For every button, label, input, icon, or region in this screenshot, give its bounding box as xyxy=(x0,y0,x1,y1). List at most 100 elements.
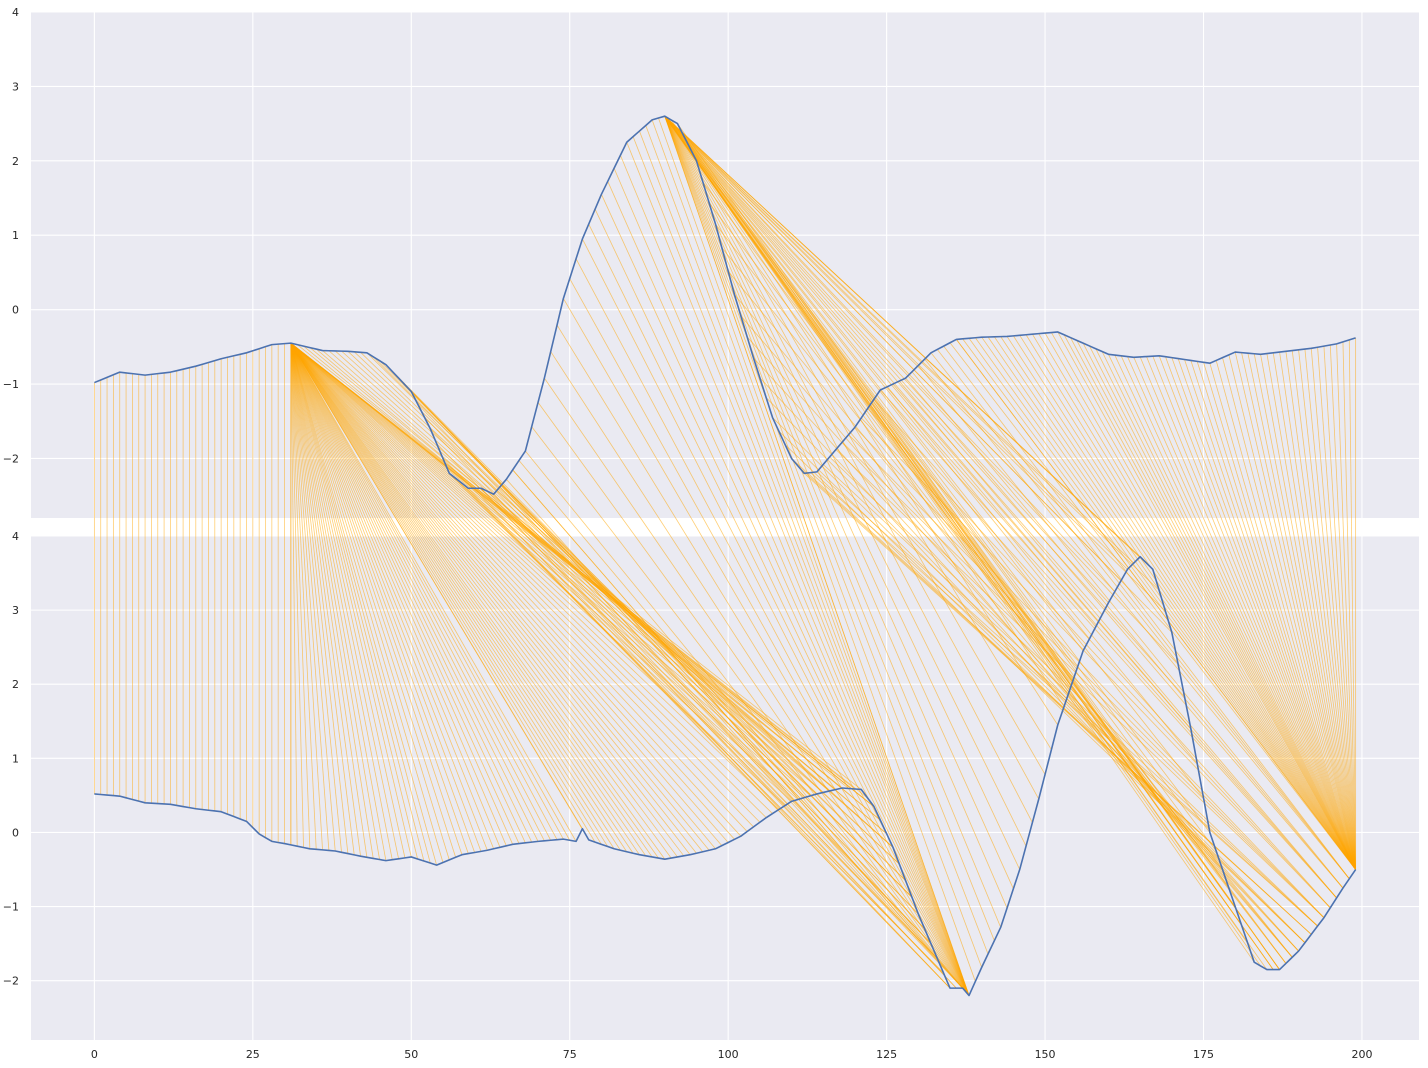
alignment-line xyxy=(664,115,1274,970)
alignment-line xyxy=(994,336,1356,870)
alignment-line xyxy=(290,342,533,843)
alignment-line xyxy=(575,258,970,996)
alignment-line xyxy=(290,342,495,849)
alignment-line xyxy=(601,194,970,996)
alignment-line xyxy=(290,343,304,848)
alignment-line xyxy=(664,115,1179,665)
alignment-line xyxy=(290,342,488,851)
alignment-line xyxy=(1209,363,1357,870)
alignment-line xyxy=(1076,340,1356,870)
alignment-line xyxy=(290,342,653,858)
alignment-line xyxy=(290,342,704,852)
alignment-line xyxy=(474,487,951,989)
alignment-line xyxy=(1234,351,1357,870)
alignment-line xyxy=(822,464,1318,927)
alignment-line xyxy=(1000,336,1356,870)
alignment-line xyxy=(664,115,1090,640)
alignment-line xyxy=(664,116,995,941)
alignment-line xyxy=(290,343,393,860)
alignment-line xyxy=(594,209,970,996)
y-tick-label: 0 xyxy=(12,304,19,317)
y-tick-label: −1 xyxy=(3,378,19,391)
alignment-line xyxy=(290,343,444,863)
alignment-line xyxy=(1336,343,1357,870)
alignment-line xyxy=(924,358,1350,880)
alignment-line xyxy=(664,115,1192,729)
alignment-line xyxy=(664,115,1097,628)
alignment-line xyxy=(1082,342,1356,870)
alignment-line xyxy=(1177,358,1356,870)
alignment-line xyxy=(290,343,419,860)
alignment-line xyxy=(290,342,767,818)
alignment-line xyxy=(1114,354,1356,870)
alignment-line xyxy=(886,386,1337,899)
alignment-line xyxy=(943,345,1350,880)
alignment-line xyxy=(290,342,647,857)
alignment-line xyxy=(487,490,957,989)
alignment-line xyxy=(1101,351,1356,870)
alignment-line xyxy=(290,342,552,841)
alignment-line xyxy=(1222,357,1357,870)
y-tick-label: 3 xyxy=(12,604,19,617)
alignment-line xyxy=(290,342,590,841)
alignment-line xyxy=(664,115,1185,697)
alignment-line xyxy=(328,350,894,848)
alignment-line xyxy=(290,342,672,859)
alignment-line xyxy=(1247,353,1357,870)
alignment-line xyxy=(664,115,1103,616)
alignment-line xyxy=(664,115,1109,603)
alignment-line xyxy=(664,115,1261,967)
alignment-line xyxy=(664,115,1128,570)
alignment-line xyxy=(290,342,837,790)
alignment-line xyxy=(772,417,1306,944)
alignment-line xyxy=(620,155,970,996)
alignment-line xyxy=(290,343,361,857)
top-panel: −2 −1 0 1 2 3 4 xyxy=(3,6,1419,518)
alignment-line xyxy=(290,343,425,862)
alignment-line xyxy=(430,428,932,944)
alignment-line xyxy=(1127,356,1356,870)
alignment-line xyxy=(753,357,1299,952)
alignment-line xyxy=(290,343,374,859)
alignment-line xyxy=(290,342,710,851)
alignment-line xyxy=(956,339,1356,870)
alignment-line xyxy=(1133,357,1356,870)
alignment-line xyxy=(1057,331,1356,870)
alignment-line xyxy=(290,343,431,864)
alignment-line xyxy=(493,493,963,989)
alignment-line xyxy=(1120,355,1356,870)
alignment-line xyxy=(664,115,1173,633)
alignment-line xyxy=(632,136,970,996)
alignment-line xyxy=(664,115,1160,591)
alignment-line xyxy=(1139,356,1356,870)
alignment-line xyxy=(873,399,1331,909)
alignment-line xyxy=(290,343,311,849)
alignment-line xyxy=(715,223,1287,964)
alignment-line xyxy=(639,130,970,996)
alignment-line xyxy=(290,342,596,843)
alignment-line xyxy=(588,223,970,996)
y-tick-label: 0 xyxy=(12,826,19,839)
alignment-line xyxy=(1266,353,1357,870)
plot-background xyxy=(31,12,1419,518)
alignment-line xyxy=(290,342,697,854)
alignment-line xyxy=(981,336,1356,870)
alignment-line xyxy=(664,115,1033,823)
alignment-line xyxy=(290,342,843,789)
alignment-line xyxy=(1317,347,1357,870)
alignment-line xyxy=(1006,336,1356,870)
alignment-line xyxy=(1044,332,1356,870)
alignment-line xyxy=(290,343,298,847)
alignment-line xyxy=(290,343,463,855)
alignment-line xyxy=(290,342,685,857)
alignment-line xyxy=(290,342,501,848)
alignment-line xyxy=(1241,352,1357,870)
alignment-line xyxy=(290,342,716,850)
alignment-line xyxy=(1019,335,1356,870)
alignment-line xyxy=(1051,332,1356,870)
alignment-line xyxy=(290,342,520,844)
alignment-line xyxy=(290,343,330,851)
alignment-line xyxy=(1304,349,1357,870)
x-tick-label: 50 xyxy=(404,1048,418,1061)
alignment-line xyxy=(290,343,412,858)
